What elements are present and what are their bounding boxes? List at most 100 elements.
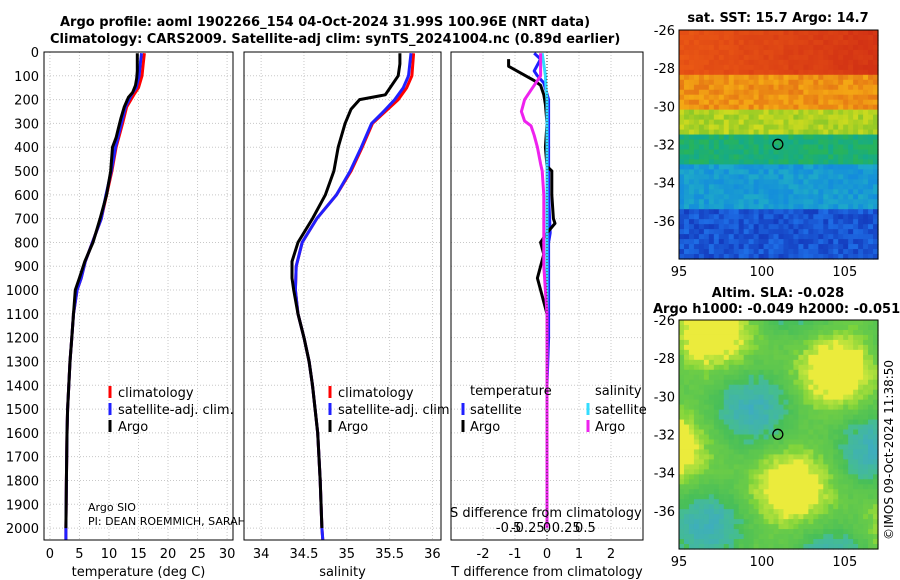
sst_map-cell bbox=[708, 234, 715, 240]
sst_map-cell bbox=[813, 174, 819, 180]
sst_map-cell bbox=[858, 244, 864, 250]
sst_map-cell bbox=[773, 224, 780, 230]
sst_map-cell bbox=[683, 34, 690, 41]
sst_map-cell bbox=[733, 249, 740, 255]
sla_map-cell bbox=[713, 479, 720, 485]
sst_map-cell bbox=[703, 154, 710, 161]
sst_map-cell bbox=[693, 234, 700, 240]
sst_map-cell bbox=[753, 244, 760, 250]
sla_map-cell bbox=[758, 464, 765, 470]
legend-label: climatology bbox=[338, 386, 414, 401]
sla_map-cell bbox=[848, 359, 854, 366]
sla_map-cell bbox=[753, 504, 760, 510]
sst_map-cell bbox=[873, 159, 879, 166]
sst_map-cell bbox=[768, 104, 775, 111]
sst_map-cell bbox=[873, 39, 879, 46]
sst_map-cell bbox=[713, 234, 720, 240]
sla_map-cell bbox=[818, 394, 824, 401]
sla_map-cell bbox=[823, 494, 829, 500]
sla_map-cell bbox=[803, 364, 809, 371]
sst_map-cell bbox=[778, 129, 785, 136]
sla_map-cell bbox=[783, 369, 790, 376]
sla_map-cell bbox=[728, 499, 735, 505]
sla_map-cell bbox=[743, 454, 750, 460]
sla_map-cell bbox=[708, 349, 715, 356]
sst_map-cell bbox=[868, 59, 874, 66]
sla_map-cell bbox=[858, 429, 864, 436]
sla_map-cell bbox=[698, 434, 705, 441]
sla_map-cell bbox=[753, 474, 760, 480]
sla_map-cell bbox=[683, 374, 690, 381]
sla_map-cell bbox=[868, 429, 874, 436]
sst_map-cell bbox=[848, 124, 854, 131]
sst_map-cell bbox=[683, 94, 690, 101]
sst_map-cell bbox=[679, 154, 685, 161]
sst_map-cell bbox=[728, 169, 735, 175]
sla_map-cell bbox=[723, 469, 730, 475]
sla_map-cell bbox=[788, 499, 795, 505]
sst_map-cell bbox=[843, 84, 849, 91]
sst_map-cell bbox=[713, 244, 720, 250]
sst_map-cell bbox=[818, 84, 824, 91]
sst_map-cell bbox=[803, 139, 809, 146]
sla_map-cell bbox=[843, 389, 849, 396]
sst_map-cell bbox=[788, 164, 795, 170]
sst_map-cell bbox=[843, 44, 849, 51]
sla_map-cell bbox=[728, 474, 735, 480]
sst_map-cell bbox=[773, 64, 780, 71]
sst_map-cell bbox=[848, 94, 854, 101]
sla_map-cell bbox=[728, 429, 735, 436]
sst_map-cell bbox=[768, 64, 775, 71]
sla_map-cell bbox=[858, 449, 864, 456]
sst_map-cell bbox=[843, 124, 849, 131]
sla_map-cell bbox=[773, 484, 780, 490]
sla_map-frame bbox=[678, 319, 879, 550]
sla_map-cell bbox=[679, 489, 685, 495]
sst_map-cell bbox=[803, 239, 809, 245]
sst_map-cell bbox=[863, 30, 869, 36]
sst_map-cell bbox=[863, 189, 869, 195]
sla_map-cell bbox=[863, 344, 869, 351]
sst_map-cell bbox=[823, 229, 829, 235]
sst_map-cell bbox=[853, 244, 859, 250]
sla_map-cell bbox=[748, 474, 755, 480]
sst_map-cell bbox=[828, 164, 834, 170]
sst_map-cell bbox=[679, 159, 685, 166]
sst_map-cell bbox=[683, 59, 690, 66]
sst_map-cell bbox=[738, 219, 745, 225]
sla_map-cell bbox=[768, 384, 775, 391]
sla_map-cell bbox=[803, 320, 809, 326]
sst_map-cell bbox=[753, 154, 760, 161]
sla_map-cell bbox=[838, 374, 844, 381]
sst_map-cell bbox=[833, 59, 839, 66]
sla_map-cell bbox=[738, 424, 745, 431]
sst_map-cell bbox=[868, 159, 874, 166]
sst_map-cell bbox=[733, 169, 740, 175]
sst_map-cell bbox=[753, 224, 760, 230]
sla_map-cell bbox=[748, 349, 755, 356]
sst_map-cell bbox=[743, 219, 750, 225]
sst_map-cell bbox=[698, 179, 705, 185]
sst_map-cell bbox=[833, 64, 839, 71]
sst_map-cell bbox=[708, 244, 715, 250]
sst_map-cell bbox=[773, 34, 780, 41]
sst_map-cell bbox=[848, 104, 854, 111]
sst_map-cell bbox=[708, 89, 715, 96]
sla_map-cell bbox=[848, 519, 854, 525]
sla_map-cell bbox=[693, 459, 700, 465]
sst_map-cell bbox=[733, 154, 740, 161]
sla_map-cell bbox=[738, 334, 745, 341]
sst_map-cell bbox=[858, 49, 864, 56]
sla_map-cell bbox=[833, 529, 839, 535]
sst_map-cell bbox=[698, 204, 705, 210]
sla_map-cell bbox=[813, 354, 819, 361]
sst_map-cell bbox=[708, 114, 715, 121]
sla_map-grid bbox=[679, 320, 879, 550]
sla_map-cell bbox=[768, 334, 775, 341]
sla_map-cell bbox=[718, 484, 725, 490]
sla_map-cell bbox=[818, 429, 824, 436]
sst_map-cell bbox=[733, 174, 740, 180]
sla_map-cell bbox=[853, 384, 859, 391]
sst_map-cell bbox=[688, 174, 695, 180]
sla_map-cell bbox=[679, 534, 685, 540]
